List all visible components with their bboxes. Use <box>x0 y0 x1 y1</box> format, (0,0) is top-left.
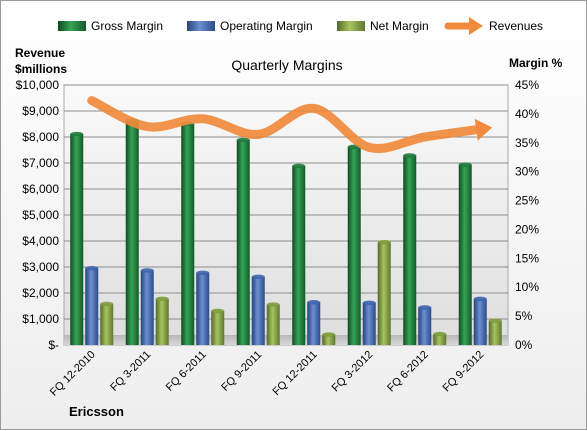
bar-gross-margin <box>347 146 361 345</box>
x-axis-ticks: FQ 12-2010 FQ 3-2011 FQ 6-2011 FQ 9-2011 FQ … <box>48 349 486 399</box>
bar-gross-margin <box>181 123 195 345</box>
revenue-line-arrowhead <box>474 118 493 141</box>
bar-top-gross-margin <box>292 163 306 169</box>
bar-top-net-margin <box>377 239 391 245</box>
bar-operating-margin <box>418 307 432 345</box>
bar-gross-margin <box>70 134 84 345</box>
bar-gross-margin <box>403 155 417 345</box>
left-tick-label: $10,000 <box>16 78 60 92</box>
right-tick-label: 35% <box>515 136 539 150</box>
legend-swatch-gross-margin <box>58 21 86 31</box>
left-axis-ticks: $- $1,000 $2,000 $3,000 $4,000 $5,000 $6,000 $7… <box>16 78 60 352</box>
right-tick-label: 0% <box>515 338 533 352</box>
legend-label-operating-margin: Operating Margin <box>220 19 313 33</box>
x-tick-label: FQ 9-2011 <box>219 349 264 394</box>
left-tick-label: $6,000 <box>22 182 59 196</box>
legend-arrowhead-revenues <box>469 17 483 35</box>
legend-swatch-operating-margin <box>187 21 215 31</box>
bar-net-margin <box>100 303 114 345</box>
right-tick-label: 5% <box>515 309 533 323</box>
left-tick-label: $4,000 <box>22 234 59 248</box>
x-tick-label: FQ 6-2012 <box>385 349 431 395</box>
bar-net-margin <box>155 298 169 345</box>
revenue-line-layer <box>87 96 493 153</box>
bar-operating-margin <box>307 302 321 345</box>
legend-label-gross-margin: Gross Margin <box>91 19 163 33</box>
x-tick-label: FQ 6-2011 <box>164 349 209 394</box>
right-axis-label: Margin % <box>509 56 563 70</box>
right-axis-ticks: 0% 5% 10% 15% 20% 25% 30% 35% 40% 45% <box>515 78 539 352</box>
bar-top-net-margin <box>266 302 280 307</box>
left-tick-label: $2,000 <box>22 286 59 300</box>
bar-operating-margin <box>196 272 210 345</box>
bar-top-net-margin <box>433 331 447 337</box>
bar-top-operating-margin <box>418 305 432 310</box>
bar-top-operating-margin <box>362 300 376 306</box>
legend-swatch-net-margin <box>337 21 365 31</box>
bars <box>70 118 502 345</box>
x-tick-label: FQ 9-2012 <box>441 349 487 395</box>
left-tick-label: $7,000 <box>22 156 59 170</box>
bar-operating-margin <box>140 270 154 345</box>
right-tick-label: 25% <box>515 194 539 208</box>
bar-top-operating-margin <box>196 270 210 275</box>
bar-net-margin <box>377 242 391 345</box>
bar-top-operating-margin <box>85 265 99 271</box>
bar-top-operating-margin <box>473 296 487 301</box>
x-tick-label: FQ 3-2012 <box>330 349 376 395</box>
bar-top-net-margin <box>100 301 114 307</box>
legend-label-net-margin: Net Margin <box>370 19 429 33</box>
bar-top-net-margin <box>211 308 225 314</box>
bar-net-margin <box>266 304 280 345</box>
x-tick-label: FQ 12-2011 <box>270 349 319 398</box>
legend: Gross Margin Operating Margin Net Margin… <box>58 17 543 35</box>
bar-net-margin <box>488 320 502 345</box>
revenue-line <box>87 96 485 153</box>
bar-top-net-margin <box>488 318 502 323</box>
left-axis-label-line1: Revenue <box>15 46 65 60</box>
chart-title: Quarterly Margins <box>231 57 342 73</box>
right-tick-label: 45% <box>515 78 539 92</box>
company-label: Ericsson <box>69 404 124 419</box>
left-tick-label: $3,000 <box>22 260 59 274</box>
bar-gross-margin <box>125 120 139 345</box>
left-tick-label: $9,000 <box>22 104 59 118</box>
left-tick-label: $- <box>48 338 59 352</box>
left-tick-label: $1,000 <box>22 312 59 326</box>
bar-gross-margin <box>236 139 250 345</box>
left-axis-label-line2: $millions <box>15 62 67 76</box>
bar-gross-margin <box>458 164 472 345</box>
right-tick-label: 30% <box>515 165 539 179</box>
right-tick-label: 15% <box>515 251 539 265</box>
left-tick-label: $8,000 <box>22 130 59 144</box>
legend-label-revenues: Revenues <box>489 19 543 33</box>
x-tick-label: FQ 12-2010 <box>48 349 98 399</box>
plot-floor <box>64 335 508 345</box>
bar-operating-margin <box>85 268 99 345</box>
bar-top-net-margin <box>322 332 336 337</box>
bar-top-gross-margin <box>70 131 84 137</box>
left-tick-label: $5,000 <box>22 208 59 222</box>
bar-top-gross-margin <box>236 137 250 143</box>
bar-top-operating-margin <box>307 300 321 305</box>
x-tick-label: FQ 3-2011 <box>108 349 153 394</box>
right-tick-label: 40% <box>515 107 539 121</box>
bar-top-operating-margin <box>140 268 154 273</box>
bar-top-gross-margin <box>403 153 417 158</box>
right-tick-label: 20% <box>515 222 539 236</box>
bar-net-margin <box>433 334 447 345</box>
bar-top-gross-margin <box>458 162 472 167</box>
bar-operating-margin <box>251 276 265 345</box>
bar-top-operating-margin <box>251 274 265 280</box>
bar-gross-margin <box>292 165 306 345</box>
bar-operating-margin <box>473 298 487 345</box>
right-tick-label: 10% <box>515 280 539 294</box>
bar-net-margin <box>211 310 225 345</box>
bar-net-margin <box>322 334 336 345</box>
bar-top-net-margin <box>155 296 169 301</box>
bar-operating-margin <box>362 302 376 345</box>
